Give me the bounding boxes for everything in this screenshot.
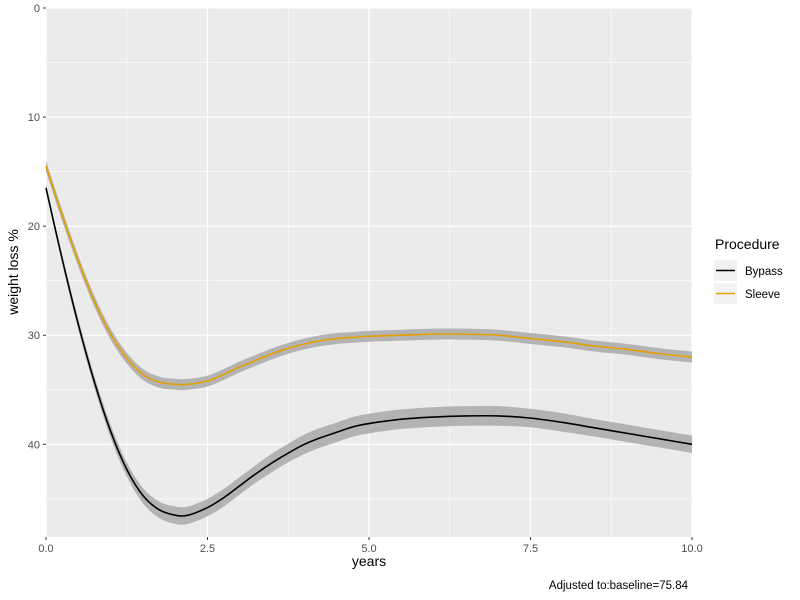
y-axis-title: weight loss % bbox=[5, 229, 21, 316]
caption: Adjusted to:baseline=75.84 bbox=[549, 580, 689, 592]
x-tick-label: 2.5 bbox=[200, 543, 215, 555]
x-tick-label: 0.0 bbox=[38, 543, 53, 555]
y-tick-label: 40 bbox=[28, 439, 40, 451]
x-tick-label: 5.0 bbox=[361, 543, 376, 555]
major-gridlines bbox=[45, 7, 693, 537]
series-line-sleeve bbox=[45, 165, 693, 386]
x-axis: 0.0 2.5 5.0 7.5 10.0 bbox=[38, 537, 703, 555]
legend: Procedure Bypass Sleeve bbox=[714, 236, 783, 304]
legend-label-sleeve: Sleeve bbox=[745, 289, 780, 301]
x-axis-title: years bbox=[352, 553, 386, 569]
x-tick-label: 7.5 bbox=[523, 543, 538, 555]
series-lines bbox=[45, 165, 693, 517]
y-tick-label: 0 bbox=[34, 3, 40, 15]
y-tick-label: 20 bbox=[28, 221, 40, 233]
y-tick-label: 10 bbox=[28, 112, 40, 124]
x-tick-label: 10.0 bbox=[681, 543, 702, 555]
series-line-bypass bbox=[45, 187, 693, 517]
y-tick-label: 30 bbox=[28, 330, 40, 342]
legend-label-bypass: Bypass bbox=[745, 266, 783, 278]
legend-title: Procedure bbox=[715, 236, 780, 252]
y-axis: 0 10 20 30 40 bbox=[28, 3, 46, 451]
